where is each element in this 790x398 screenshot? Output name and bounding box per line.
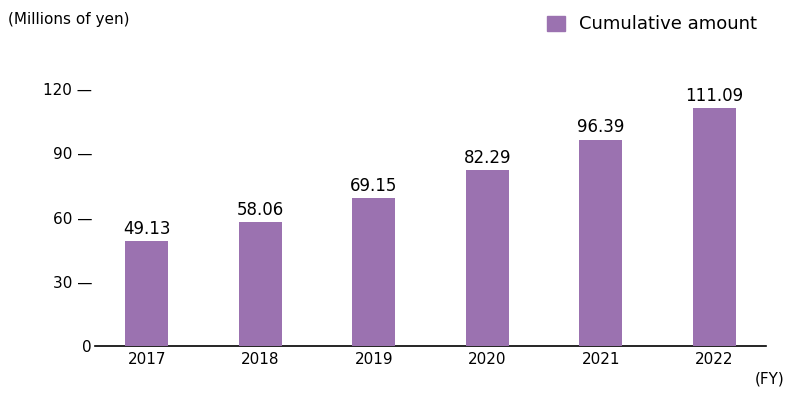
Text: 58.06: 58.06 [237,201,284,219]
Text: (FY): (FY) [754,371,784,386]
Legend: Cumulative amount: Cumulative amount [547,16,758,33]
Bar [579,140,623,346]
Bar [352,198,395,346]
Text: 96.39: 96.39 [577,119,624,137]
Text: 111.09: 111.09 [685,87,743,105]
Text: 69.15: 69.15 [350,177,397,195]
Text: 49.13: 49.13 [123,220,171,238]
Text: (Millions of yen): (Millions of yen) [8,12,130,27]
Bar [693,108,735,346]
Bar [126,241,168,346]
Bar [466,170,509,346]
Text: 82.29: 82.29 [464,149,511,167]
Bar [239,222,282,346]
